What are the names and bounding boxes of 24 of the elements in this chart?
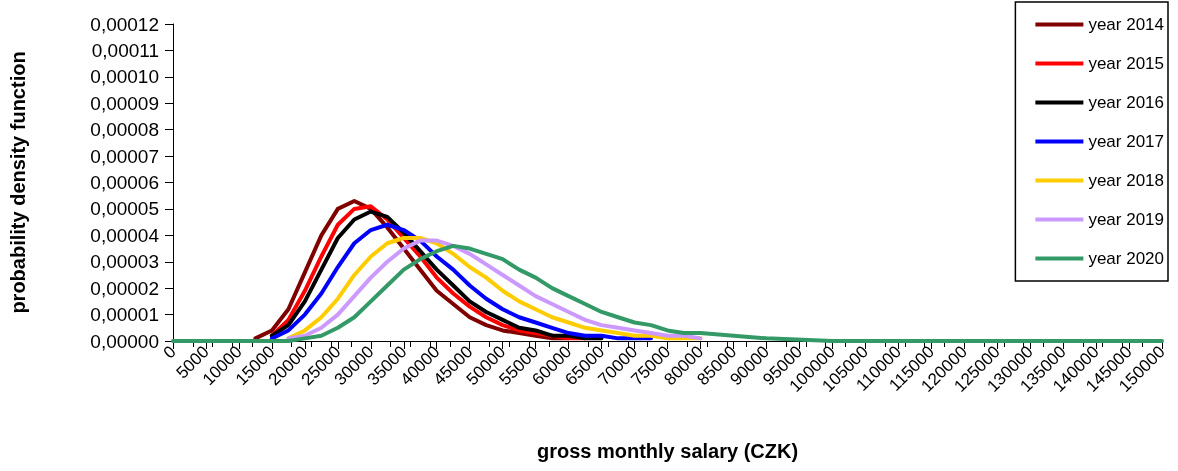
y-tick-label: 0,00006	[90, 172, 159, 193]
y-tick-label: 0,00003	[90, 251, 159, 273]
legend-label: year 2014	[1088, 15, 1165, 34]
y-tick-label: 0,00005	[90, 198, 159, 220]
y-tick-label: 0,00012	[90, 13, 159, 35]
legend-label: year 2015	[1088, 54, 1165, 73]
y-tick-label: 0,00010	[90, 66, 159, 88]
x-tick-label: 0	[159, 342, 180, 363]
x-axis-title: gross monthly salary (CZK)	[536, 440, 799, 462]
legend-label: year 2020	[1088, 249, 1165, 268]
line-series	[269, 222, 654, 341]
legend-label: year 2016	[1088, 93, 1165, 112]
legend-label: year 2019	[1088, 210, 1165, 229]
legend-label: year 2017	[1088, 132, 1165, 151]
y-tick-label: 0,00008	[90, 119, 159, 141]
y-axis-title: probability density function	[7, 51, 29, 314]
y-tick-label: 0,00007	[90, 145, 159, 167]
y-tick-label: 0,00009	[90, 92, 159, 114]
y-tick-label: 0,00011	[91, 39, 159, 61]
y-tick-label: 0,00002	[90, 277, 159, 299]
y-tick-label: 0,00000	[90, 330, 159, 352]
legend-label: year 2018	[1088, 171, 1165, 190]
y-tick-label: 0,00001	[90, 304, 159, 326]
y-tick-label: 0,00004	[90, 224, 160, 246]
